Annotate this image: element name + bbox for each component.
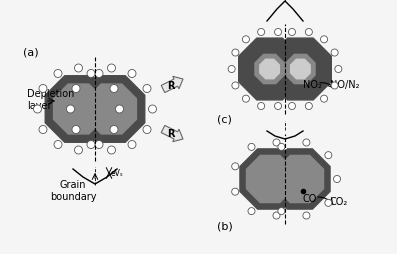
Circle shape	[273, 212, 280, 219]
Circle shape	[303, 212, 310, 219]
Circle shape	[273, 139, 280, 146]
Circle shape	[143, 85, 151, 93]
Polygon shape	[240, 149, 300, 209]
Circle shape	[33, 106, 42, 114]
Circle shape	[128, 70, 136, 78]
Circle shape	[305, 29, 312, 36]
Circle shape	[75, 146, 83, 154]
Polygon shape	[239, 39, 301, 101]
Circle shape	[320, 37, 328, 44]
Circle shape	[39, 126, 47, 134]
Circle shape	[331, 83, 338, 90]
Polygon shape	[247, 156, 294, 203]
Circle shape	[54, 70, 62, 78]
Circle shape	[278, 144, 285, 151]
Circle shape	[72, 85, 80, 93]
Circle shape	[87, 141, 95, 149]
Circle shape	[95, 141, 103, 149]
Text: Depletion
layer: Depletion layer	[27, 89, 74, 110]
Text: (c): (c)	[217, 114, 232, 123]
Text: Grain
boundary: Grain boundary	[50, 179, 96, 201]
Text: CO: CO	[303, 193, 317, 203]
Circle shape	[67, 106, 75, 114]
Circle shape	[228, 66, 235, 73]
Polygon shape	[286, 55, 315, 84]
Circle shape	[232, 50, 239, 57]
Polygon shape	[54, 85, 104, 134]
Circle shape	[128, 141, 136, 149]
Circle shape	[232, 83, 239, 90]
Circle shape	[275, 103, 281, 110]
Text: NO/N₂: NO/N₂	[330, 80, 360, 90]
Circle shape	[303, 139, 310, 146]
Circle shape	[75, 65, 83, 73]
Circle shape	[95, 70, 103, 78]
Polygon shape	[291, 60, 310, 80]
Circle shape	[333, 176, 341, 183]
Circle shape	[278, 208, 285, 215]
Polygon shape	[78, 76, 145, 143]
Circle shape	[248, 144, 255, 151]
Text: CO₂: CO₂	[330, 196, 348, 206]
Circle shape	[110, 85, 118, 93]
Circle shape	[110, 126, 118, 134]
Text: (b): (b)	[217, 221, 233, 231]
Circle shape	[331, 50, 338, 57]
Circle shape	[243, 96, 249, 103]
Circle shape	[108, 65, 116, 73]
Circle shape	[258, 29, 265, 36]
Polygon shape	[255, 55, 284, 84]
Circle shape	[39, 85, 47, 93]
Polygon shape	[276, 156, 324, 203]
Circle shape	[248, 208, 255, 215]
Circle shape	[54, 141, 62, 149]
Circle shape	[320, 96, 328, 103]
Circle shape	[232, 163, 239, 170]
Circle shape	[289, 103, 295, 110]
Circle shape	[258, 103, 265, 110]
Text: eVₛ: eVₛ	[111, 169, 124, 178]
Circle shape	[335, 66, 342, 73]
Text: R: R	[167, 81, 175, 91]
Circle shape	[87, 70, 95, 78]
Polygon shape	[270, 149, 330, 209]
Circle shape	[143, 126, 151, 134]
Circle shape	[305, 103, 312, 110]
Circle shape	[72, 126, 80, 134]
Circle shape	[148, 106, 156, 114]
Polygon shape	[45, 76, 112, 143]
Text: R: R	[167, 129, 175, 138]
FancyArrow shape	[161, 126, 183, 142]
Circle shape	[275, 29, 281, 36]
Polygon shape	[270, 39, 331, 101]
Circle shape	[116, 106, 123, 114]
Circle shape	[232, 188, 239, 195]
FancyArrow shape	[161, 77, 183, 93]
Polygon shape	[260, 60, 279, 80]
Polygon shape	[87, 85, 137, 134]
Text: (a): (a)	[23, 47, 39, 57]
Circle shape	[325, 152, 332, 159]
Circle shape	[243, 37, 249, 44]
Text: NO₂: NO₂	[303, 80, 322, 90]
Circle shape	[289, 29, 295, 36]
Circle shape	[325, 200, 332, 207]
Circle shape	[108, 146, 116, 154]
